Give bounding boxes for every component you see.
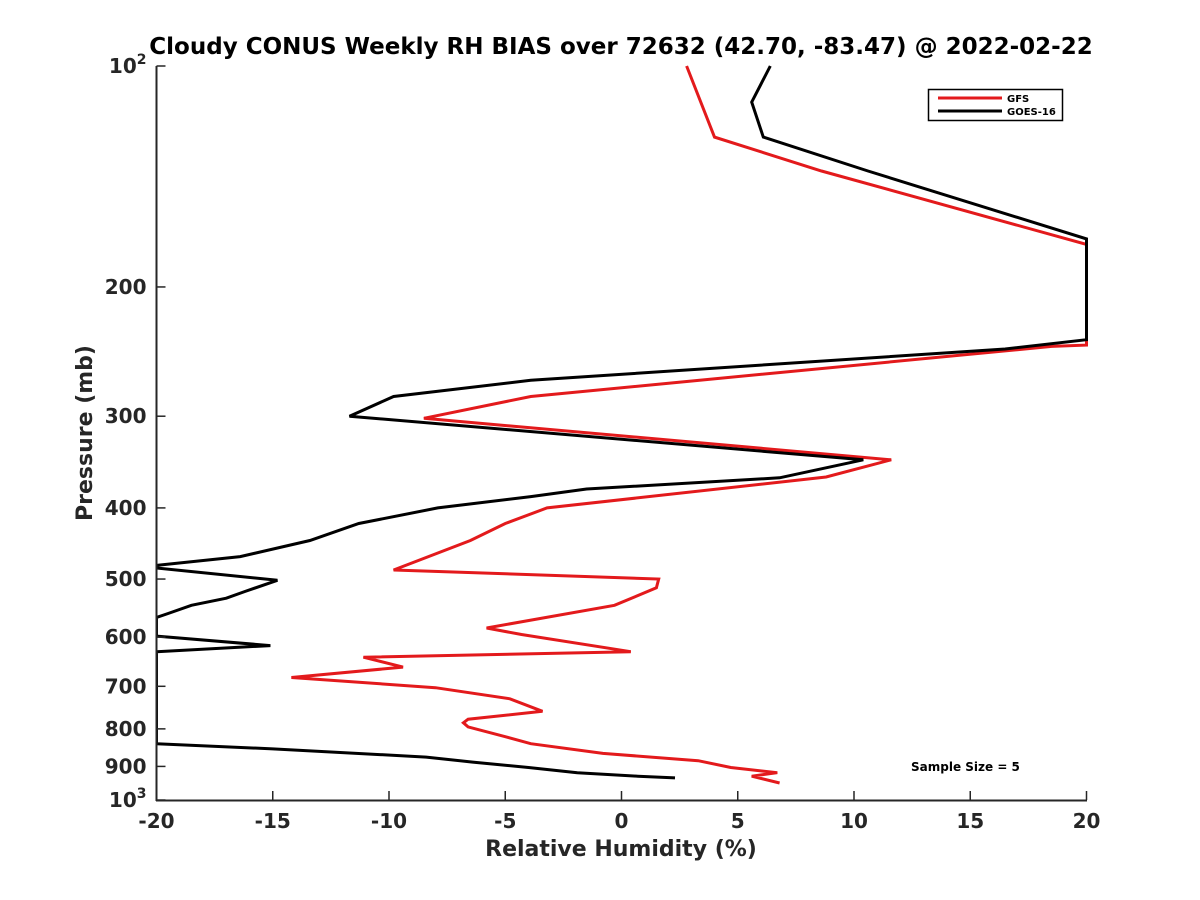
series-line-goes-16 [156, 65, 1088, 780]
x-tick-label: -20 [138, 809, 174, 833]
y-tick-label: 800 [105, 717, 147, 741]
x-tick-label: 15 [956, 809, 984, 833]
x-axis-label: Relative Humidity (%) [485, 837, 757, 862]
x-tick-label: -10 [371, 809, 407, 833]
y-tick-label: 400 [105, 496, 147, 520]
y-tick-label: 300 [105, 404, 147, 428]
sample-size-annotation: Sample Size = 5 [911, 760, 1020, 774]
y-tick-label: 102 [109, 52, 147, 78]
x-tick-label: -15 [255, 809, 291, 833]
x-tick-label: 5 [731, 809, 745, 833]
legend-label: GFS [1007, 94, 1029, 105]
legend-box [927, 88, 1064, 122]
y-tick-label: 200 [105, 275, 147, 299]
y-axis-label: Pressure (mb) [73, 345, 98, 521]
x-tick-label: 10 [840, 809, 868, 833]
legend: GFS GOES-16 [927, 88, 1064, 122]
legend-label: GOES-16 [1007, 107, 1056, 118]
chart-title: Cloudy CONUS Weekly RH BIAS over 72632 (… [149, 34, 1092, 60]
x-tick-label: -5 [494, 809, 516, 833]
y-tick-label: 900 [105, 754, 147, 778]
plot-area [156, 66, 1087, 801]
x-ticks: -20 -15 -10 -5 0 5 10 15 20 [138, 791, 1100, 833]
x-tick-label: 20 [1073, 809, 1101, 833]
x-tick-label: 0 [615, 809, 629, 833]
series-line-gfs [291, 65, 1088, 785]
y-tick-label: 103 [109, 786, 147, 812]
y-tick-label: 500 [105, 567, 147, 591]
y-tick-label: 600 [105, 625, 147, 649]
y-ticks: 102 200 300 400 500 600 700 800 900 103 [105, 52, 166, 812]
series-layer [156, 65, 1088, 785]
y-tick-label: 700 [105, 674, 147, 698]
